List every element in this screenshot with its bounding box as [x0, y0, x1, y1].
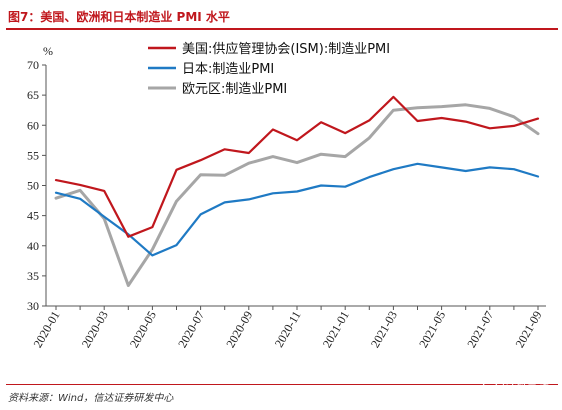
- x-tick-label: 2020-03: [79, 309, 111, 351]
- x-tick-label: 2020-01: [30, 309, 62, 351]
- y-tick-label: 60: [27, 118, 39, 132]
- y-tick-label: 45: [27, 209, 39, 223]
- x-tick-label: 2020-05: [127, 309, 159, 351]
- pmi-line-chart: 30 35 40 45 50 55 60 65 70% 2020-01 2020-03 2020-05…: [27, 41, 546, 351]
- y-tick-label: 40: [27, 239, 39, 253]
- legend-label-euro: 欧元区:制造业PMI: [182, 82, 287, 97]
- x-tick-label: 2020-09: [223, 309, 255, 351]
- y-tick-label: 35: [27, 269, 39, 283]
- series-line-japan: [54, 162, 540, 257]
- chart-title: 图7：美国、欧洲和日本制造业 PMI 水平: [8, 10, 230, 24]
- x-tick-label: 2020-07: [175, 309, 207, 351]
- y-tick-label: 55: [27, 148, 39, 162]
- watermark-label: 宏观亮语: [501, 381, 550, 395]
- chart-series-lines: [54, 95, 540, 287]
- x-tick-label: 2021-01: [320, 309, 352, 351]
- source-note: 资料来源：Wind，信达证券研发中心: [8, 393, 174, 404]
- legend-label-us: 美国:供应管理协会(ISM):制造业PMI: [182, 41, 390, 57]
- series-line-euro: [54, 103, 540, 287]
- x-tick-label: 2021-09: [512, 309, 544, 351]
- watermark: 宏观亮语: [481, 379, 550, 396]
- chart-legend: 美国:供应管理协会(ISM):制造业PMI 日本:制造业PMI 欧元区:制造业PMI: [148, 41, 390, 97]
- wechat-icon: [481, 380, 498, 395]
- y-tick-label: 50: [27, 179, 39, 193]
- title-divider: [6, 28, 558, 30]
- legend-label-japan: 日本:制造业PMI: [182, 62, 274, 77]
- y-tick-label: 30: [27, 299, 39, 313]
- y-axis-unit-label: %: [43, 44, 53, 58]
- y-tick-label: 65: [27, 88, 39, 102]
- x-tick-label: 2021-07: [464, 309, 496, 351]
- y-tick-label: 70: [27, 58, 39, 72]
- x-tick-label: 2020-11: [272, 309, 304, 350]
- series-line-us: [54, 95, 540, 238]
- x-tick-label: 2021-05: [416, 309, 448, 351]
- x-tick-label: 2021-03: [368, 309, 400, 351]
- footer-divider: [6, 384, 558, 385]
